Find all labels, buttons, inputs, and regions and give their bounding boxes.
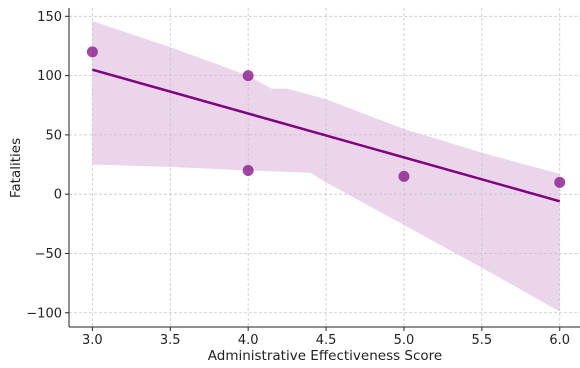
axes [68,8,580,328]
regression-line-path [92,68,561,203]
x-tick-label: 5.5 [472,333,493,348]
data-point [398,170,410,182]
data-point [242,164,254,176]
confidence-band-area [92,21,560,312]
y-tick-label: −50 [35,247,62,262]
y-tick-label: 100 [37,69,62,84]
x-tick-label: 6.0 [549,333,570,348]
y-tick-label: −100 [26,306,62,321]
x-ticks: 3.0 3.5 4.0 4.5 5.0 5.5 6.0 [82,327,570,348]
x-tick-label: 3.0 [82,333,103,348]
y-ticks: −100 −50 0 50 100 150 [26,10,69,321]
regression-line [92,68,561,203]
data-points [86,46,566,188]
y-tick-label: 50 [45,128,62,143]
x-tick-label: 3.5 [160,333,181,348]
y-axis-label: Fatalities [8,138,24,198]
y-tick-label: 0 [54,188,62,203]
x-tick-label: 4.5 [316,333,337,348]
x-tick-label: 5.0 [394,333,415,348]
x-axis-label: Administrative Effectiveness Score [208,348,442,364]
confidence-band [92,21,560,312]
data-point [86,46,98,58]
y-tick-label: 150 [37,10,62,25]
data-point [554,176,566,188]
data-point [242,70,254,82]
x-tick-label: 4.0 [238,333,259,348]
